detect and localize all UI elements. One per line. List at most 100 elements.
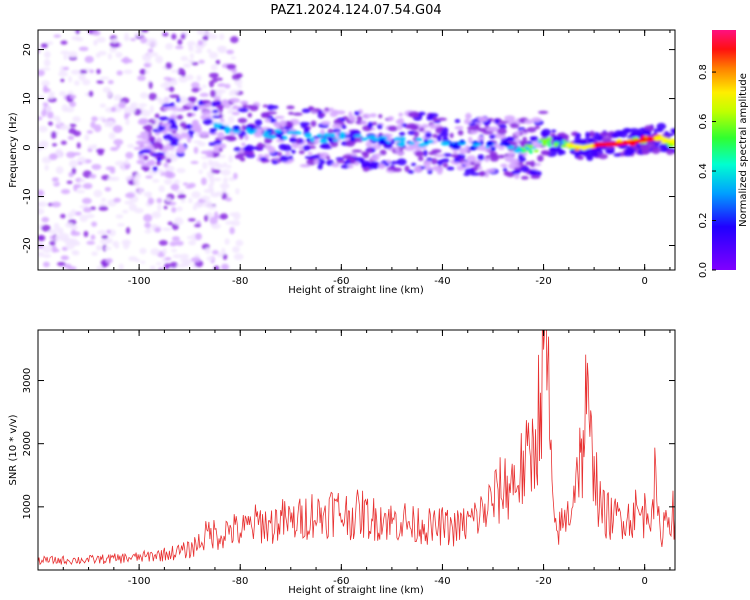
heatmap-band-cell [313,108,321,112]
heatmap-band-cell [186,112,193,117]
heatmap-band-cell [201,132,207,137]
heatmap-band-cell [260,112,270,119]
heatmap-band-cell [218,143,227,149]
heatmap-band-cell [369,113,377,118]
colorbar: 0.0 0.2 0.4 0.6 0.8 Normalized spectral ampl… [698,30,749,278]
heatmap-band-cell [454,162,460,166]
heatmap-core-cell [468,147,475,150]
heatmap-band-cell [524,119,534,125]
heatmap-noise-cell [214,191,224,197]
heatmap-band-cell [500,163,508,168]
heatmap-band-cell [432,116,438,122]
heatmap-band-cell [387,125,399,132]
heatmap-noise-cell [188,197,193,204]
heatmap-noise-cell [101,234,109,240]
heatmap-band-cell [160,122,172,127]
heatmap-noise-cell [53,34,61,38]
heatmap-band-cell [398,112,404,117]
heatmap-core-cell [360,137,369,141]
heatmap-noise-cell [71,250,80,256]
heatmap-band-cell [233,147,242,152]
heatmap-noise-cell [98,116,106,121]
heatmap-noise-cell [89,174,97,179]
heatmap-band-cell [509,122,520,129]
heatmap-noise-cell [213,177,222,182]
heatmap-noise-cell [38,189,45,197]
heatmap-core-cell [423,138,429,143]
heatmap-noise-cell [92,30,101,36]
heatmap-band-cell [431,149,442,154]
heatmap-noise-cell [162,32,169,37]
colorbar-ticks: 0.0 0.2 0.4 0.6 0.8 [698,64,716,278]
heatmap-noise-cell [71,35,81,41]
heatmap-band-cell [176,147,185,154]
heatmap-band-cell [169,141,179,147]
heatmap-band-cell [140,148,152,154]
heatmap-noise-cell [60,50,70,55]
chart-title: PAZ1.2024.124.07.54.G04 [270,3,441,18]
heatmap-noise-cell [112,125,123,133]
x-tick-label: -100 [128,576,151,587]
heatmap-noise-cell [81,197,92,205]
heatmap-band-cell [485,155,490,159]
heatmap-band-cell [200,114,208,120]
heatmap-noise-cell [170,183,180,191]
colorbar-tick-label: 0.6 [698,114,709,130]
heatmap-noise-cell [158,240,168,246]
heatmap-noise-cell [107,120,114,128]
heatmap-band-cell [136,134,147,139]
heatmap-band-cell [292,112,303,116]
heatmap-noise-cell [155,55,164,64]
heatmap-band-cell [187,129,195,135]
heatmap-noise-cell [51,143,58,147]
heatmap-noise-cell [143,63,151,68]
heatmap-noise-cell [38,251,45,257]
heatmap-noise-cell [93,189,103,198]
heatmap-noise-cell [124,163,130,169]
heatmap-band-cell [191,119,198,126]
heatmap-band-cell [422,162,431,167]
snr-frame [37,329,676,571]
heatmap-band-cell [367,121,373,129]
heatmap-noise-cell [64,222,74,228]
heatmap-band-cell [202,110,212,115]
heatmap-band-cell [247,112,253,118]
heatmap-noise-cell [185,185,193,189]
heatmap-core-cell [318,139,328,143]
spectrogram-frame [37,29,676,271]
heatmap-noise-cell [106,237,113,244]
heatmap-band-cell [538,110,549,114]
heatmap-noise-cell [133,177,140,185]
heatmap-noise-cell [112,240,120,247]
heatmap-band-cell [423,149,428,157]
heatmap-noise-cell [171,33,177,40]
heatmap-band-cell [248,152,255,157]
heatmap-noise-cell [216,45,227,53]
heatmap-noise-cell [84,55,94,64]
heatmap-band-cell [303,126,310,134]
heatmap-band-cell [578,149,589,155]
heatmap-noise-cell [237,84,243,89]
heatmap-band-cell [206,114,212,119]
heatmap-noise-cell [91,251,98,256]
heatmap-core-cell [509,145,515,149]
heatmap-noise-cell [170,79,178,86]
heatmap-noise-cell [175,45,184,50]
heatmap-band-cell [505,136,515,142]
heatmap-band-cell [414,150,425,157]
heatmap-band-cell [454,125,464,130]
heatmap-noise-cell [141,109,151,117]
heatmap-band-cell [347,132,358,139]
heatmap-noise-cell [162,227,172,231]
heatmap-band-cell [278,143,287,151]
heatmap-core-cell [408,141,416,146]
heatmap-noise-cell [123,69,133,75]
heatmap-noise-cell [60,140,67,145]
heatmap-noise-cell [137,188,143,195]
heatmap-noise-cell [169,261,179,269]
x-tick-label: -20 [535,576,551,587]
heatmap-noise-cell [195,232,203,241]
heatmap-noise-cell [231,68,238,74]
heatmap-noise-cell [157,168,163,174]
heatmap-noise-cell [128,203,137,212]
